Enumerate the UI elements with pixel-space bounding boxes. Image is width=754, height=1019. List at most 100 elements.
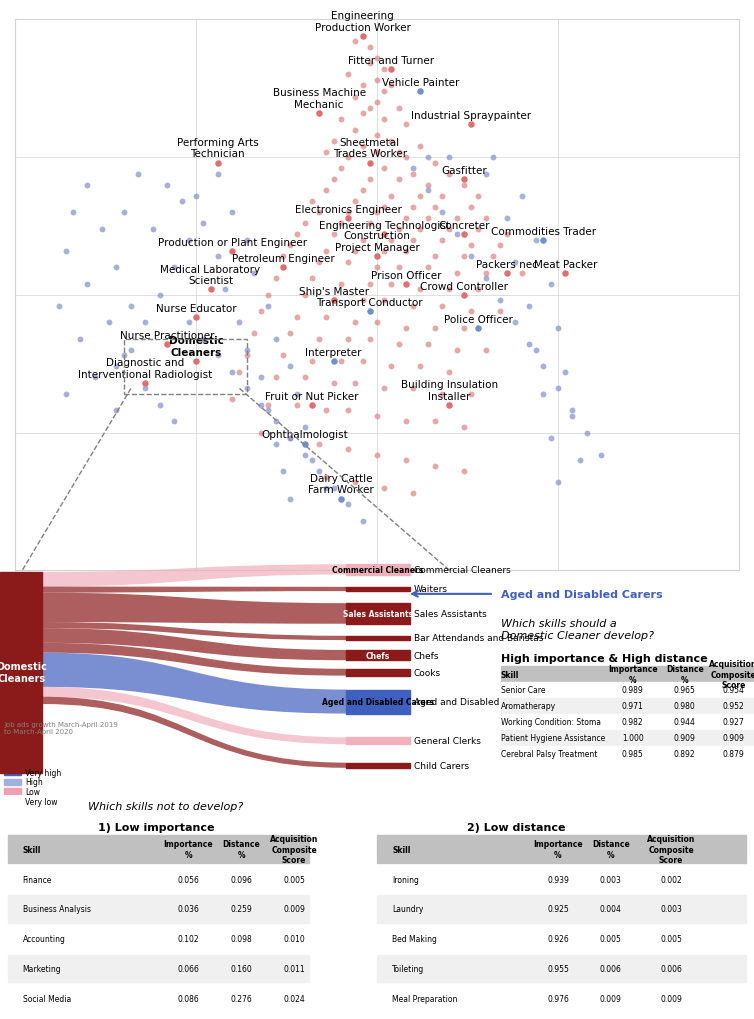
Point <box>284 237 296 254</box>
Point <box>458 320 470 336</box>
Text: Petroleum Engineer: Petroleum Engineer <box>231 254 334 264</box>
Text: 0.005: 0.005 <box>660 934 682 944</box>
Text: 0.989: 0.989 <box>622 686 643 695</box>
Point <box>415 139 427 155</box>
Point <box>363 40 375 56</box>
Point <box>436 232 448 249</box>
Point <box>363 100 375 116</box>
Point <box>270 331 282 347</box>
Point <box>320 403 333 419</box>
Point <box>255 397 267 414</box>
Point <box>291 227 303 244</box>
Point <box>284 491 296 507</box>
Point <box>544 430 556 446</box>
Text: Aromatherapy: Aromatherapy <box>501 702 556 710</box>
Text: Sales Assistants: Sales Assistants <box>343 609 413 619</box>
Point <box>212 166 224 182</box>
Point <box>313 205 325 221</box>
Point <box>429 320 441 336</box>
Text: Nurse Educator: Nurse Educator <box>156 304 236 314</box>
Point <box>306 271 318 287</box>
Bar <box>5 789 21 795</box>
Bar <box>5 769 21 775</box>
Text: Police Officer: Police Officer <box>444 315 513 324</box>
Text: 0.980: 0.980 <box>674 702 695 710</box>
Point <box>436 386 448 403</box>
Point <box>81 177 93 194</box>
Point <box>458 227 470 244</box>
Point <box>443 365 455 381</box>
Point <box>277 249 289 265</box>
Point <box>349 90 361 106</box>
Text: Skill: Skill <box>501 669 520 679</box>
Point <box>407 200 419 216</box>
Text: General Clerks: General Clerks <box>414 737 480 746</box>
Bar <box>8 955 309 982</box>
Text: 0.096: 0.096 <box>230 874 253 883</box>
Point <box>472 189 484 205</box>
Point <box>154 287 166 304</box>
Point <box>566 409 578 425</box>
Point <box>407 485 419 501</box>
Bar <box>346 565 409 575</box>
Point <box>436 299 448 315</box>
Point <box>400 452 412 469</box>
Text: Toileting: Toileting <box>392 964 425 973</box>
Text: Engineering Technologist: Engineering Technologist <box>319 221 449 231</box>
Point <box>154 397 166 414</box>
Bar <box>0 573 42 772</box>
Bar <box>501 666 754 683</box>
Point <box>385 359 397 375</box>
Point <box>342 67 354 84</box>
Point <box>501 265 513 281</box>
Bar <box>346 763 409 768</box>
Bar <box>8 836 309 863</box>
Point <box>53 299 65 315</box>
Point <box>139 375 152 391</box>
Bar <box>5 799 21 805</box>
Text: Which skills should a
Domestic Cleaner develop?: Which skills should a Domestic Cleaner d… <box>501 619 654 640</box>
Point <box>103 315 115 331</box>
Point <box>349 122 361 139</box>
Point <box>407 161 419 177</box>
Point <box>421 337 434 354</box>
Point <box>291 386 303 403</box>
Text: Marketing: Marketing <box>23 964 61 973</box>
Point <box>74 331 86 347</box>
Point <box>212 155 224 171</box>
Text: Aged and Disabled Carers: Aged and Disabled Carers <box>322 697 434 706</box>
Point <box>494 237 506 254</box>
Text: Job ads growth March-April 2019
to March-April 2020: Job ads growth March-April 2019 to March… <box>5 721 118 735</box>
Text: Performing Arts
Technician: Performing Arts Technician <box>177 138 259 159</box>
Text: Sales Assistants: Sales Assistants <box>414 609 486 619</box>
Point <box>226 392 238 409</box>
Point <box>132 166 144 182</box>
Point <box>421 210 434 226</box>
Point <box>480 271 492 287</box>
Point <box>226 365 238 381</box>
Point <box>407 381 419 397</box>
Point <box>371 51 383 67</box>
Text: 0.003: 0.003 <box>660 905 682 913</box>
Text: Ophthalmologist: Ophthalmologist <box>261 430 348 440</box>
Point <box>385 276 397 292</box>
Point <box>458 420 470 436</box>
Text: Commodities Trader: Commodities Trader <box>491 226 596 236</box>
Point <box>110 359 122 375</box>
Point <box>349 315 361 331</box>
Bar <box>8 895 309 923</box>
Point <box>552 475 564 491</box>
PathPatch shape <box>42 643 346 676</box>
Point <box>342 205 354 221</box>
Text: 0.982: 0.982 <box>622 717 643 727</box>
Text: 0.965: 0.965 <box>673 686 696 695</box>
Text: Ship's Master: Ship's Master <box>299 287 369 297</box>
Point <box>421 260 434 276</box>
Point <box>465 386 477 403</box>
Bar <box>501 746 754 762</box>
Point <box>371 145 383 161</box>
Text: 0.024: 0.024 <box>284 994 305 1003</box>
Point <box>190 189 202 205</box>
Text: 0.259: 0.259 <box>231 905 252 913</box>
Point <box>226 244 238 260</box>
